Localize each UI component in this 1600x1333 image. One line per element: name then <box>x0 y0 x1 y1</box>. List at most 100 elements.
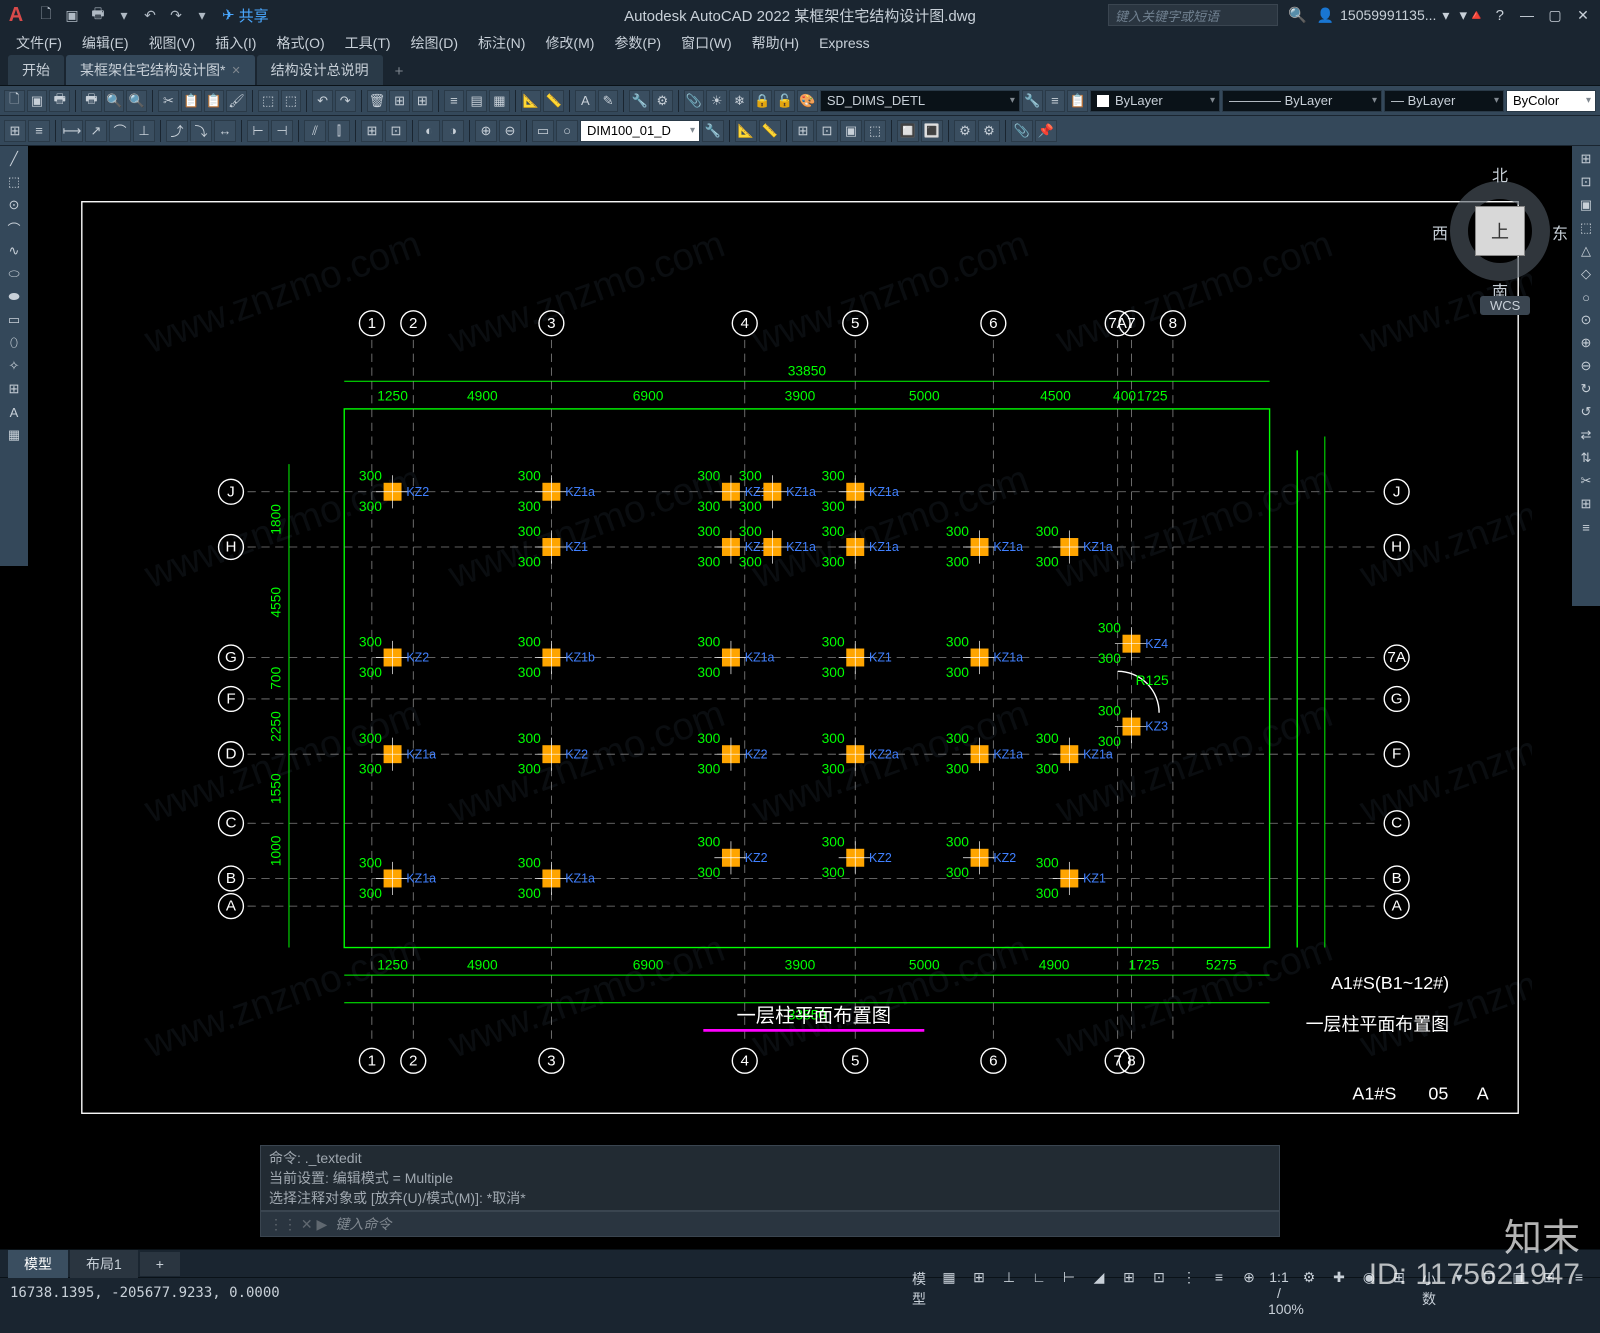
close-button[interactable]: ✕ <box>1570 4 1596 26</box>
minimize-button[interactable]: — <box>1514 4 1540 26</box>
menu-param[interactable]: 参数(P) <box>606 31 669 55</box>
toolbar-icon[interactable]: ▤ <box>466 90 487 112</box>
status-toggle-icon[interactable]: ◢ <box>1088 1269 1110 1317</box>
modify-tool-icon[interactable]: ↺ <box>1574 401 1598 423</box>
dim-tool-icon[interactable]: ⊞ <box>361 120 383 142</box>
toolbar-icon[interactable]: 📐 <box>521 90 542 112</box>
layer-tool-icon[interactable]: 🔧 <box>1022 90 1043 112</box>
cmd-handle-icon[interactable]: ⋮⋮ ✕ ▶ <box>269 1216 327 1233</box>
layer-combo[interactable]: SD_DIMS_DETL <box>820 90 1020 112</box>
modify-tool-icon[interactable]: ⊞ <box>1574 493 1598 515</box>
modify-tool-icon[interactable]: ◇ <box>1574 263 1598 285</box>
toolbar-icon[interactable]: 🔧 <box>629 90 650 112</box>
status-toggle-icon[interactable]: ⊞ <box>968 1269 990 1317</box>
color-combo[interactable]: ByLayer <box>1090 90 1220 112</box>
status-toggle-icon[interactable]: 模型 <box>908 1269 930 1317</box>
status-toggle-icon[interactable]: ⊥ <box>998 1269 1020 1317</box>
tab-layout1[interactable]: 布局1 <box>70 1250 138 1278</box>
toolbar-icon[interactable]: 🖶 <box>81 90 102 112</box>
dim-tool-icon[interactable]: 📏 <box>759 120 781 142</box>
qat-open-icon[interactable]: ▣ <box>62 5 82 25</box>
tab-model[interactable]: 模型 <box>8 1250 68 1278</box>
menu-view[interactable]: 视图(V) <box>141 31 204 55</box>
dim-tool-icon[interactable]: ⚙ <box>954 120 976 142</box>
toolbar-icon[interactable]: ⬚ <box>281 90 302 112</box>
menu-format[interactable]: 格式(O) <box>268 31 332 55</box>
tab-close-icon[interactable]: ✕ <box>231 64 240 77</box>
dim-tool-icon[interactable]: ⊞ <box>4 120 26 142</box>
dim-tool-icon[interactable]: ⊞ <box>792 120 814 142</box>
menu-edit[interactable]: 编辑(E) <box>74 31 137 55</box>
status-toggle-icon[interactable]: ▦ <box>938 1269 960 1317</box>
menu-draw[interactable]: 绘图(D) <box>403 31 466 55</box>
maximize-button[interactable]: ▢ <box>1542 4 1568 26</box>
dim-tool-icon[interactable]: ◐ <box>418 120 440 142</box>
dim-tool-icon[interactable]: ⚙ <box>978 120 1000 142</box>
draw-tool-icon[interactable]: ∿ <box>2 240 26 262</box>
toolbar-icon[interactable]: ↷ <box>335 90 356 112</box>
qat-dd-icon[interactable]: ▾ <box>114 5 134 25</box>
dim-tool-icon[interactable]: ⊣ <box>271 120 293 142</box>
dimstyle-combo[interactable]: DIM100_01_D <box>580 120 700 142</box>
dim-tool-icon[interactable]: ↗ <box>85 120 107 142</box>
toolbar-icon[interactable]: ✂ <box>158 90 179 112</box>
new-tab-button[interactable]: + <box>385 58 414 85</box>
dim-tool-icon[interactable]: ◑ <box>442 120 464 142</box>
toolbar-icon[interactable]: 📏 <box>543 90 564 112</box>
modify-tool-icon[interactable]: ⇅ <box>1574 447 1598 469</box>
dim-tool-icon[interactable]: 🔧 <box>702 120 724 142</box>
draw-tool-icon[interactable]: ✧ <box>2 355 26 377</box>
dim-tool-icon[interactable]: ⬚ <box>864 120 886 142</box>
toolbar-icon[interactable]: ⚙ <box>652 90 673 112</box>
menu-help[interactable]: 帮助(H) <box>744 31 807 55</box>
layer-state-icon[interactable]: 🎨 <box>797 90 818 112</box>
dim-tool-icon[interactable]: ⤴ <box>166 120 188 142</box>
toolbar-icon[interactable]: ⬚ <box>258 90 279 112</box>
layer-state-icon[interactable]: 🔒 <box>752 90 773 112</box>
toolbar-icon[interactable]: ↶ <box>312 90 333 112</box>
toolbar-icon[interactable]: 🗋 <box>4 90 25 112</box>
dim-tool-icon[interactable]: ○ <box>556 120 578 142</box>
toolbar-icon[interactable]: 🗑 <box>367 90 388 112</box>
tab-current-drawing[interactable]: 某框架住宅结构设计图*✕ <box>66 55 255 85</box>
status-toggle-icon[interactable]: ⊞ <box>1118 1269 1140 1317</box>
dim-tool-icon[interactable]: 🔲 <box>897 120 919 142</box>
toolbar-icon[interactable]: ⊞ <box>389 90 410 112</box>
layer-state-icon[interactable]: 🔓 <box>774 90 795 112</box>
view-cube[interactable]: 上 北 南 西 东 WCS <box>1440 166 1560 306</box>
draw-tool-icon[interactable]: A <box>2 401 26 423</box>
search-icon[interactable]: 🔍 <box>1288 6 1307 24</box>
draw-tool-icon[interactable]: ⊙ <box>2 194 26 216</box>
status-toggle-icon[interactable]: ⊕ <box>1238 1269 1260 1317</box>
draw-tool-icon[interactable]: ⬭ <box>2 263 26 285</box>
status-toggle-icon[interactable]: 1:1 / 100% <box>1268 1269 1290 1317</box>
toolbar-icon[interactable]: ≡ <box>444 90 465 112</box>
toolbar-icon[interactable]: 🔍 <box>126 90 147 112</box>
user-menu[interactable]: 👤 15059991135... ▾ <box>1317 7 1450 24</box>
dim-tool-icon[interactable]: ⟼ <box>61 120 83 142</box>
dim-tool-icon[interactable]: 📎 <box>1011 120 1033 142</box>
qat-new-icon[interactable]: 🗋 <box>36 5 56 25</box>
help-icon[interactable]: ? <box>1496 7 1504 24</box>
tab-start[interactable]: 开始 <box>8 55 64 85</box>
menu-tools[interactable]: 工具(T) <box>337 31 399 55</box>
modify-tool-icon[interactable]: ⬚ <box>1574 217 1598 239</box>
dim-tool-icon[interactable]: ⫽ <box>304 120 326 142</box>
toolbar-icon[interactable]: 🔍 <box>104 90 125 112</box>
layer-state-icon[interactable]: ❄ <box>729 90 750 112</box>
dim-tool-icon[interactable]: ⊢ <box>247 120 269 142</box>
linetype-combo[interactable]: ———— ByLayer <box>1222 90 1382 112</box>
dim-tool-icon[interactable]: ▭ <box>532 120 554 142</box>
modify-tool-icon[interactable]: ⊙ <box>1574 309 1598 331</box>
dim-tool-icon[interactable]: ⤵ <box>190 120 212 142</box>
toolbar-icon[interactable]: 📋 <box>204 90 225 112</box>
toolbar-icon[interactable]: 📎 <box>684 90 705 112</box>
modify-tool-icon[interactable]: ↻ <box>1574 378 1598 400</box>
draw-tool-icon[interactable]: ╱ <box>2 148 26 170</box>
qat-undo-icon[interactable]: ↶ <box>140 5 160 25</box>
modify-tool-icon[interactable]: ⊡ <box>1574 171 1598 193</box>
menu-insert[interactable]: 插入(I) <box>207 31 264 55</box>
status-toggle-icon[interactable]: ⋮ <box>1178 1269 1200 1317</box>
model-space-canvas[interactable]: www.znzmo.comwww.znzmo.comwww.znzmo.comw… <box>28 146 1572 1249</box>
menu-window[interactable]: 窗口(W) <box>673 31 740 55</box>
